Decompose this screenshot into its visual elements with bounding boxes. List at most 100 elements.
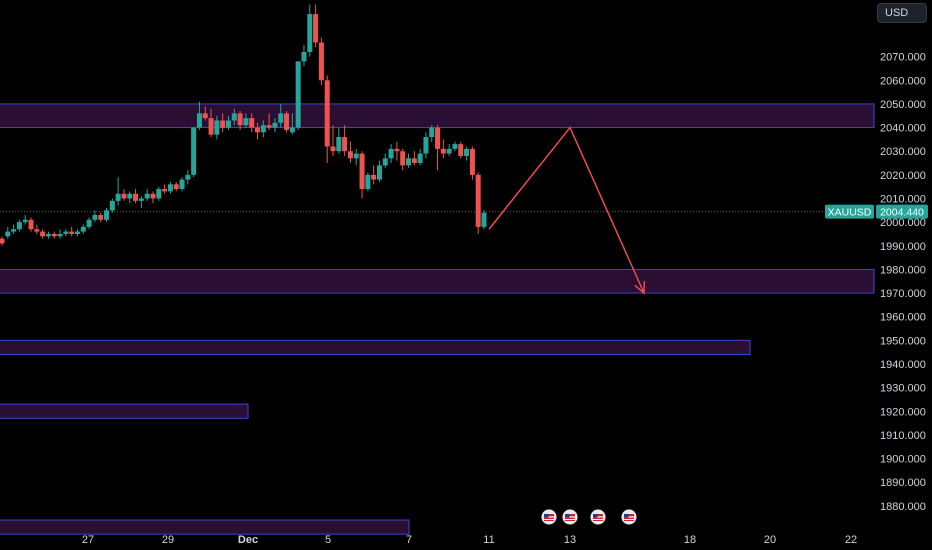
price-tick-label: 2050.000 <box>880 99 926 111</box>
price-tick-label: 2040.000 <box>880 123 926 135</box>
price-tick-label: 1890.000 <box>880 477 926 489</box>
us-flag-icon[interactable] <box>620 508 638 526</box>
candle-body <box>51 233 57 237</box>
candle <box>260 120 266 138</box>
candle-body <box>74 231 80 234</box>
candle <box>191 127 197 178</box>
candle <box>22 215 28 225</box>
price-tick-label: 2060.000 <box>880 75 926 87</box>
candle <box>86 217 92 230</box>
candle <box>342 125 348 156</box>
candle <box>74 229 80 237</box>
candle <box>394 141 400 161</box>
zone-1[interactable] <box>0 268 875 294</box>
candle <box>249 113 255 133</box>
candle <box>435 125 441 171</box>
candle <box>313 4 319 48</box>
currency-selector-button[interactable]: USD <box>877 3 927 23</box>
economic-events[interactable] <box>540 508 638 526</box>
candle-body <box>237 113 243 126</box>
zone-2[interactable] <box>0 339 751 356</box>
candle <box>376 160 382 182</box>
candle <box>98 212 104 223</box>
candle-body <box>173 184 179 190</box>
time-axis[interactable]: 27 29 Dec 5 7 11 13 18 20 22 <box>82 534 857 546</box>
us-flag-icon[interactable] <box>540 508 558 526</box>
candle-body <box>307 14 313 52</box>
candle <box>109 198 115 213</box>
candle-body <box>127 193 133 199</box>
candle-body <box>429 127 435 138</box>
candle-body <box>452 144 458 149</box>
candle-body <box>469 148 475 175</box>
candle <box>80 224 86 234</box>
candle-body <box>440 148 446 154</box>
candle <box>115 177 121 206</box>
candle <box>225 115 231 130</box>
candle <box>266 113 272 130</box>
candle <box>469 146 475 180</box>
candle-body <box>266 125 272 128</box>
price-tick-label: 2020.000 <box>880 170 926 182</box>
candle-body <box>324 80 330 147</box>
candle <box>208 108 214 138</box>
price-tick-label: 1940.000 <box>880 359 926 371</box>
candle-body <box>295 61 301 128</box>
price-tick-label: 1930.000 <box>880 383 926 395</box>
price-tick-label: 2000.000 <box>880 217 926 229</box>
candle <box>34 224 40 234</box>
candle-body <box>359 153 365 190</box>
candle <box>63 229 69 237</box>
candle-body <box>22 219 28 223</box>
projection-path[interactable] <box>488 126 645 294</box>
candle-body <box>104 210 110 220</box>
candle <box>359 151 365 199</box>
date-tick-label: 27 <box>82 534 94 546</box>
candle <box>162 184 168 194</box>
date-tick-label: 22 <box>845 534 857 546</box>
candle <box>127 191 133 204</box>
price-tick-label: 2010.000 <box>880 193 926 205</box>
candle <box>324 75 330 164</box>
price-axis[interactable]: 1880.000 1890.000 1900.000 1910.000 1920.000… <box>880 52 926 513</box>
candle-body <box>162 189 168 192</box>
us-flag-icon[interactable] <box>589 508 607 526</box>
price-tick-label: 1960.000 <box>880 312 926 324</box>
zone-0[interactable] <box>0 103 875 129</box>
candle-body <box>330 146 336 152</box>
candle <box>475 172 481 234</box>
candle-body <box>260 125 266 133</box>
candle-body <box>289 127 295 133</box>
candle <box>411 151 417 166</box>
candle-body <box>133 193 139 201</box>
date-tick-label: 11 <box>483 534 494 546</box>
candle-body <box>167 184 173 192</box>
candle-body <box>115 193 121 201</box>
price-tick-label: 2030.000 <box>880 146 926 158</box>
candle-body <box>278 113 284 123</box>
projection-arrow[interactable] <box>488 126 646 295</box>
last-price-labels: XAUUSD 2004.440 <box>825 204 928 219</box>
zone-4[interactable] <box>0 519 410 535</box>
candle-body <box>423 137 429 154</box>
candle-body <box>121 193 127 199</box>
candle <box>185 170 191 185</box>
price-tick-label: 1970.000 <box>880 288 926 300</box>
candle <box>330 125 336 156</box>
candle-body <box>185 174 191 180</box>
candle-body <box>138 198 144 201</box>
candle <box>121 189 127 201</box>
candle <box>45 231 51 239</box>
candle-body <box>249 118 255 128</box>
candle-body <box>11 229 17 232</box>
candle <box>307 4 313 57</box>
us-flag-icon[interactable] <box>561 508 579 526</box>
candle-body <box>63 231 69 234</box>
candle <box>220 113 226 133</box>
candle-body <box>16 222 22 230</box>
candle-body <box>464 148 470 156</box>
zone-3[interactable] <box>0 403 249 419</box>
candle-body <box>214 120 220 135</box>
candle-body <box>80 226 86 232</box>
